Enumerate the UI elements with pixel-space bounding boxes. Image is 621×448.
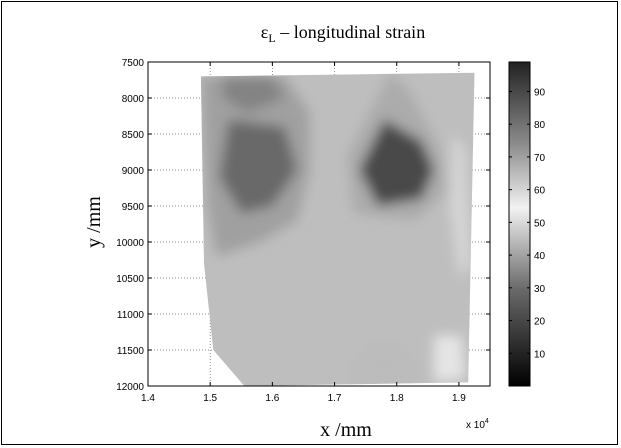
x-tick-label: 1.7 [328,393,342,404]
colorbar [508,61,531,387]
colorbar-tick-label: 70 [534,153,546,164]
y-tick-label: 10500 [116,274,144,285]
colorbar-tick-label: 50 [534,218,546,229]
strain-region-right-edge-strip [449,134,472,278]
x-tick-label: 1.6 [265,393,279,404]
chart-title: εL – longitudinal strain [261,22,425,45]
colorbar-tick-label: 90 [534,87,546,98]
strain-region-upper-left-core [219,119,298,214]
x-tick-label: 1.8 [390,393,404,404]
y-tick-label: 11000 [117,310,145,321]
colorbar-tick-label: 10 [534,349,546,360]
strain-region-bottom-dark [347,342,422,386]
y-axis-label: y /mm [83,196,105,248]
y-tick-label: 9000 [122,166,145,177]
colorbar-tick-label: 20 [534,317,546,328]
colorbar-tick-label: 40 [534,251,546,262]
y-axis-ticks: 7500 8000 8500 9000 9500 10000 10500 11000 11500… [116,58,490,393]
colorbar-ticks: 10 20 30 40 50 60 70 80 90 [509,87,546,360]
x-tick-label: 1.4 [141,393,155,404]
y-tick-label: 8500 [122,130,145,141]
y-tick-label: 7500 [122,58,145,69]
plot-border [147,61,491,387]
y-tick-label: 12000 [116,382,144,393]
colorbar-tick-label: 60 [534,186,546,197]
y-tick-label: 11500 [117,346,145,357]
x-axis-multiplier: x 104 [466,418,489,431]
y-tick-label: 9500 [122,202,145,213]
y-tick-label: 10000 [116,238,144,249]
strain-region-upper-left-top [222,76,285,113]
x-tick-label: 1.5 [203,393,217,404]
colorbar-tick-label: 30 [534,284,546,295]
x-axis-ticks: 1.4 1.5 1.6 1.7 1.8 1.9 [141,62,466,404]
strain-field [200,72,475,386]
strain-region-bottom-right-mid [434,335,466,383]
y-tick-label: 8000 [122,94,145,105]
strain-region-center-right-core [359,119,434,206]
x-axis-label: x /mm [320,419,372,441]
x-tick-label: 1.9 [452,393,466,404]
colorbar-tick-label: 80 [534,120,546,131]
